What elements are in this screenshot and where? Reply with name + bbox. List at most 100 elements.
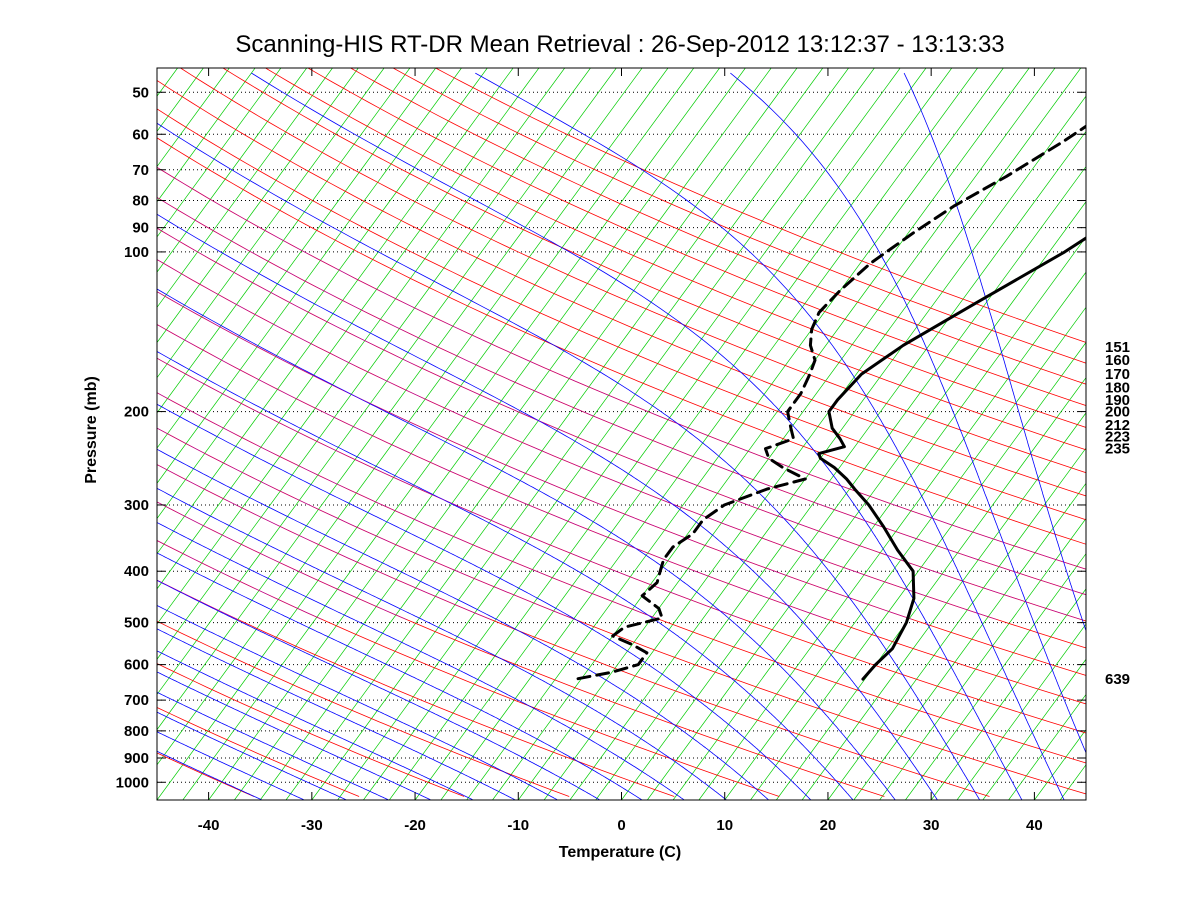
overlap-curve: [157, 427, 576, 620]
isotherm: [440, 68, 978, 800]
y-tick-label: 50: [132, 84, 149, 101]
moist-adiabat: [157, 750, 263, 800]
moist-adiabat: [157, 711, 347, 800]
pressure-annotation: 190: [1105, 392, 1130, 409]
moist-adiabat: [157, 605, 558, 800]
x-tick-label: 40: [1026, 817, 1043, 834]
y-tick-label: 500: [124, 615, 149, 632]
dry-adiabat: [157, 579, 675, 797]
x-tick-label: -10: [507, 817, 529, 834]
moist-adiabat: [157, 552, 643, 800]
isotherm: [647, 201, 1086, 800]
dry-adiabat: [435, 68, 1086, 343]
x-tick-label: 20: [820, 817, 837, 834]
isotherm: [157, 68, 643, 731]
moist-adiabat: [157, 122, 981, 800]
y-tick-label: 1000: [116, 774, 149, 791]
isotherm: [157, 68, 565, 625]
dry-adiabat: [392, 68, 1086, 364]
dry-adiabat: [157, 137, 1086, 545]
isotherm: [157, 68, 488, 520]
y-tick-label: 800: [124, 723, 149, 740]
x-tick-label: 10: [716, 817, 733, 834]
y-tick-label: 200: [124, 404, 149, 421]
dry-adiabat: [180, 68, 1086, 474]
moist-adiabat: [157, 213, 938, 800]
isotherm: [853, 482, 1086, 800]
series-lines: [574, 124, 1086, 681]
y-tick-label: 300: [124, 497, 149, 514]
pressure-annotation: 151: [1105, 339, 1130, 356]
moist-adiabat: [903, 72, 1086, 633]
isotherm: [827, 447, 1086, 800]
pressure-annotation: 170: [1105, 366, 1130, 383]
isotherm: [157, 68, 333, 308]
dry-adiabat: [157, 501, 885, 797]
isotherm: [157, 68, 591, 660]
isotherm: [157, 68, 462, 484]
moist-adiabat: [157, 691, 389, 800]
dry-adiabat: [157, 663, 465, 797]
pressure-annotation: 212: [1105, 417, 1130, 434]
y-tick-label: 900: [124, 750, 149, 767]
x-tick-label: -20: [404, 817, 426, 834]
dry-adiabat: [265, 68, 1086, 428]
chart-title: Scanning-HIS RT-DR Mean Retrieval : 26-S…: [235, 31, 1004, 58]
overlap-curve: [157, 464, 491, 620]
isotherm: [621, 165, 1086, 800]
isotherm: [157, 68, 282, 238]
y-tick-label: 60: [132, 126, 149, 143]
dry-adiabat: [157, 108, 1086, 521]
y-tick-label: 80: [132, 193, 149, 210]
moist-adiabat: [475, 72, 1065, 800]
y-tick-label: 90: [132, 220, 149, 237]
overlap-curve: [157, 259, 997, 620]
moist-adiabat: [157, 351, 854, 800]
x-tick-label: -40: [198, 817, 220, 834]
overlap-curve: [157, 324, 829, 620]
isotherm: [724, 306, 1086, 800]
moist-adiabat: [730, 72, 1086, 754]
isotherm: [363, 68, 901, 800]
overlap-curve: [157, 392, 660, 620]
isotherm: [801, 412, 1086, 800]
isotherm: [672, 236, 1086, 800]
pressure-annotation: 200: [1105, 404, 1130, 421]
pressure-annotation: 180: [1105, 379, 1130, 396]
overlap-curve: [157, 501, 407, 620]
moist-adiabat: [157, 403, 812, 800]
dewpoint-line: [574, 124, 1086, 681]
pressure-annotation: 223: [1105, 429, 1130, 446]
dry-adiabat: [307, 68, 1086, 407]
isotherm: [543, 68, 1082, 800]
isotherm: [285, 68, 824, 800]
y-tick-label: 700: [124, 692, 149, 709]
pressure-annotation: 639: [1105, 671, 1130, 688]
isotherm: [595, 130, 1086, 800]
moist-adiabat: [157, 522, 685, 800]
moist-adiabat: [157, 731, 305, 800]
dry-adiabat: [350, 68, 1086, 385]
isotherm: [157, 68, 695, 800]
dry-adiabat: [157, 620, 570, 797]
pressure-annotation: 235: [1105, 441, 1130, 458]
isotherm: [311, 68, 849, 800]
isotherm: [337, 68, 875, 800]
isotherm: [956, 623, 1086, 800]
moist-adiabat: [157, 288, 896, 800]
x-tick-label: -30: [301, 817, 323, 834]
overlap-curve: [157, 166, 1086, 570]
dry-adiabat: [222, 68, 1086, 451]
moist-adiabat: [157, 448, 769, 800]
isotherm: [157, 68, 359, 344]
overlap-curve: [157, 227, 1082, 620]
isotherm: [905, 553, 1086, 800]
isotherm: [157, 68, 385, 379]
pressure-annotation: 160: [1105, 352, 1130, 369]
isotherm: [466, 68, 1004, 800]
isotherm: [157, 68, 411, 414]
y-axis: 50 60 70 80 90 100 200 300 400 500 600 700 800 900 100…: [116, 84, 1086, 791]
temperature-line: [817, 236, 1086, 681]
